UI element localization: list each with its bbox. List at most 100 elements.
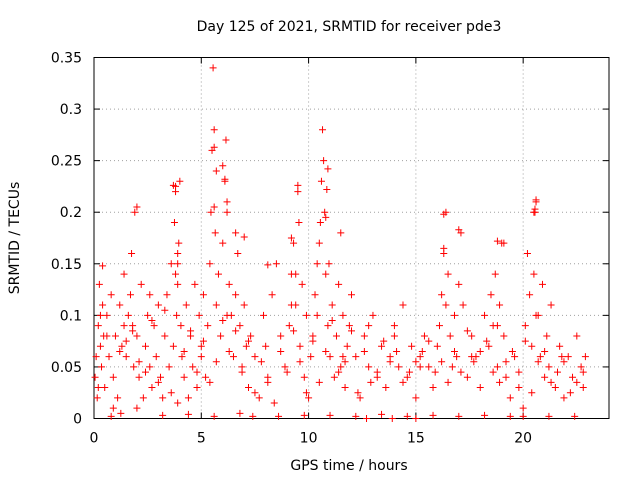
data-point — [455, 412, 463, 420]
data-point — [322, 347, 330, 355]
data-point — [225, 347, 233, 355]
x-tick-label: 15 — [407, 431, 425, 447]
data-point — [530, 208, 538, 216]
data-point — [197, 342, 205, 350]
data-point — [247, 332, 255, 340]
data-point — [579, 368, 587, 376]
data-point — [277, 332, 285, 340]
data-point — [302, 389, 310, 397]
data-point — [174, 260, 182, 268]
data-point — [238, 368, 246, 376]
y-tick-label: 0.2 — [60, 205, 82, 221]
data-point — [91, 373, 99, 381]
data-point — [202, 373, 210, 381]
data-point — [95, 280, 103, 288]
data-point — [545, 412, 553, 420]
data-point — [519, 404, 527, 412]
y-tick-label: 0.3 — [60, 102, 82, 118]
data-point — [219, 239, 227, 247]
data-point — [412, 394, 420, 402]
data-point — [511, 353, 519, 361]
data-point — [206, 378, 214, 386]
data-point — [135, 373, 143, 381]
data-point — [581, 353, 589, 361]
data-point — [506, 394, 514, 402]
data-point — [204, 322, 212, 330]
data-point — [485, 342, 493, 350]
data-point — [446, 332, 454, 340]
data-point — [412, 358, 420, 366]
data-point — [294, 188, 302, 196]
data-point — [92, 353, 100, 361]
data-point — [232, 291, 240, 299]
data-point — [502, 373, 510, 381]
y-tick-label: 0.1 — [60, 308, 82, 324]
data-point — [440, 244, 448, 252]
data-point — [275, 412, 283, 420]
data-point — [109, 373, 117, 381]
data-point — [212, 167, 220, 175]
data-point — [534, 358, 542, 366]
data-point — [210, 143, 218, 151]
data-point — [444, 270, 452, 278]
data-point — [365, 363, 373, 371]
data-point — [390, 332, 398, 340]
data-point — [330, 373, 338, 381]
data-point — [390, 322, 398, 330]
data-point — [356, 394, 364, 402]
data-point — [264, 261, 272, 269]
data-point — [493, 237, 501, 245]
data-point — [219, 317, 227, 325]
data-point — [420, 332, 428, 340]
data-point — [172, 182, 180, 190]
data-point — [311, 291, 319, 299]
data-point — [133, 332, 141, 340]
data-point — [564, 353, 572, 361]
data-point — [262, 342, 270, 350]
x-axis-label: GPS time / hours — [290, 458, 407, 474]
data-point — [116, 347, 124, 355]
data-point — [245, 337, 252, 345]
data-point — [302, 311, 310, 319]
data-point — [107, 291, 115, 299]
data-point — [324, 165, 332, 173]
data-point — [328, 317, 336, 325]
data-point — [412, 415, 420, 422]
data-point — [144, 311, 152, 319]
data-point — [170, 219, 178, 227]
data-point — [257, 358, 265, 366]
data-point — [399, 378, 407, 386]
data-point — [328, 301, 336, 309]
data-point — [133, 404, 141, 412]
data-point — [444, 378, 452, 386]
data-point — [234, 249, 242, 257]
data-point — [174, 399, 182, 407]
data-point — [197, 353, 205, 361]
data-point — [101, 384, 109, 392]
data-point — [99, 301, 107, 309]
data-point — [142, 368, 149, 376]
data-point — [182, 301, 190, 309]
data-point — [515, 368, 523, 376]
data-point — [386, 358, 394, 366]
data-point — [369, 311, 377, 319]
data-point — [451, 347, 458, 355]
data-point — [124, 311, 132, 319]
data-point — [287, 234, 295, 242]
data-point — [463, 373, 471, 381]
data-point — [154, 301, 162, 309]
data-point — [378, 410, 386, 418]
data-point — [142, 342, 149, 350]
data-point — [459, 301, 467, 309]
data-point — [519, 412, 527, 420]
data-point — [212, 358, 220, 366]
data-point — [295, 219, 303, 227]
data-point — [157, 373, 165, 381]
data-point — [521, 337, 529, 345]
data-point — [210, 126, 218, 134]
data-point — [94, 384, 102, 392]
data-point — [240, 301, 248, 309]
chart-title: Day 125 of 2021, SRMTID for receiver pde… — [197, 19, 502, 35]
data-point — [448, 363, 456, 371]
data-point — [547, 301, 555, 309]
